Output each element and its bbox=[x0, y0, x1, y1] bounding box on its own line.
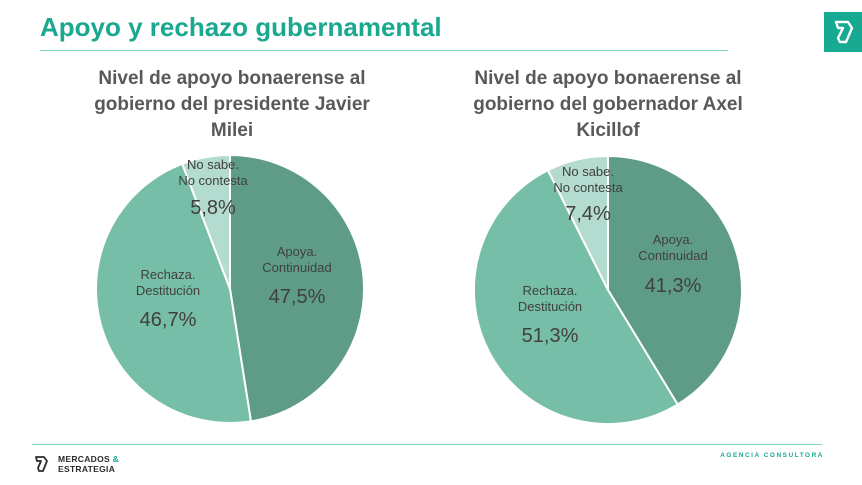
footer-logo: MERCADOS & ESTRATEGIA bbox=[32, 452, 119, 476]
pie-2-label-2: Rechaza. Destitución bbox=[518, 283, 582, 314]
footer-brand-amp: & bbox=[112, 454, 120, 464]
brand-mark-icon bbox=[35, 456, 48, 472]
footer-divider bbox=[32, 444, 822, 445]
page-title: Apoyo y rechazo gubernamental bbox=[40, 12, 442, 42]
footer-tagline: AGENCIA CONSULTORA bbox=[720, 452, 824, 459]
chart-title-milei: Nivel de apoyo bonaerense al gobierno de… bbox=[94, 68, 370, 141]
pie-1-slice-1 bbox=[229, 153, 365, 423]
pie-1-slice-3 bbox=[180, 153, 231, 290]
pie-2-value-1: 41,3% bbox=[645, 275, 702, 297]
pie-1-label-2: Rechaza. Destitución bbox=[136, 267, 200, 298]
pie-2-slice-2 bbox=[473, 168, 680, 425]
pie-2-slice-1 bbox=[607, 154, 743, 406]
pie-1-value-3: 5,8% bbox=[190, 197, 236, 219]
pie-2-value-3: 7,4% bbox=[565, 203, 611, 225]
footer-brand-line1: MERCADOS bbox=[58, 454, 110, 464]
title-divider bbox=[40, 50, 728, 51]
pie-1-label-3: No sabe. No contesta bbox=[178, 157, 248, 188]
pie-1-value-2: 46,7% bbox=[140, 309, 197, 331]
pie-1-value-1: 47,5% bbox=[269, 286, 326, 308]
chart-title-kicillof: Nivel de apoyo bonaerense al gobierno de… bbox=[473, 68, 743, 141]
pie-2-value-2: 51,3% bbox=[522, 325, 579, 347]
pie-2-label-3: No sabe. No contesta bbox=[553, 164, 623, 195]
corner-logo bbox=[824, 12, 862, 52]
footer-brand-line2: ESTRATEGIA bbox=[58, 464, 116, 474]
footer-brand: MERCADOS & ESTRATEGIA bbox=[58, 454, 119, 474]
brand-mark-icon bbox=[834, 20, 854, 44]
pie-1-label-1: Apoya. Continuidad bbox=[262, 244, 331, 275]
pie-2-slice-3 bbox=[546, 154, 609, 291]
pie-1-slice-2 bbox=[95, 162, 253, 424]
pie-2-label-1: Apoya. Continuidad bbox=[638, 232, 707, 263]
